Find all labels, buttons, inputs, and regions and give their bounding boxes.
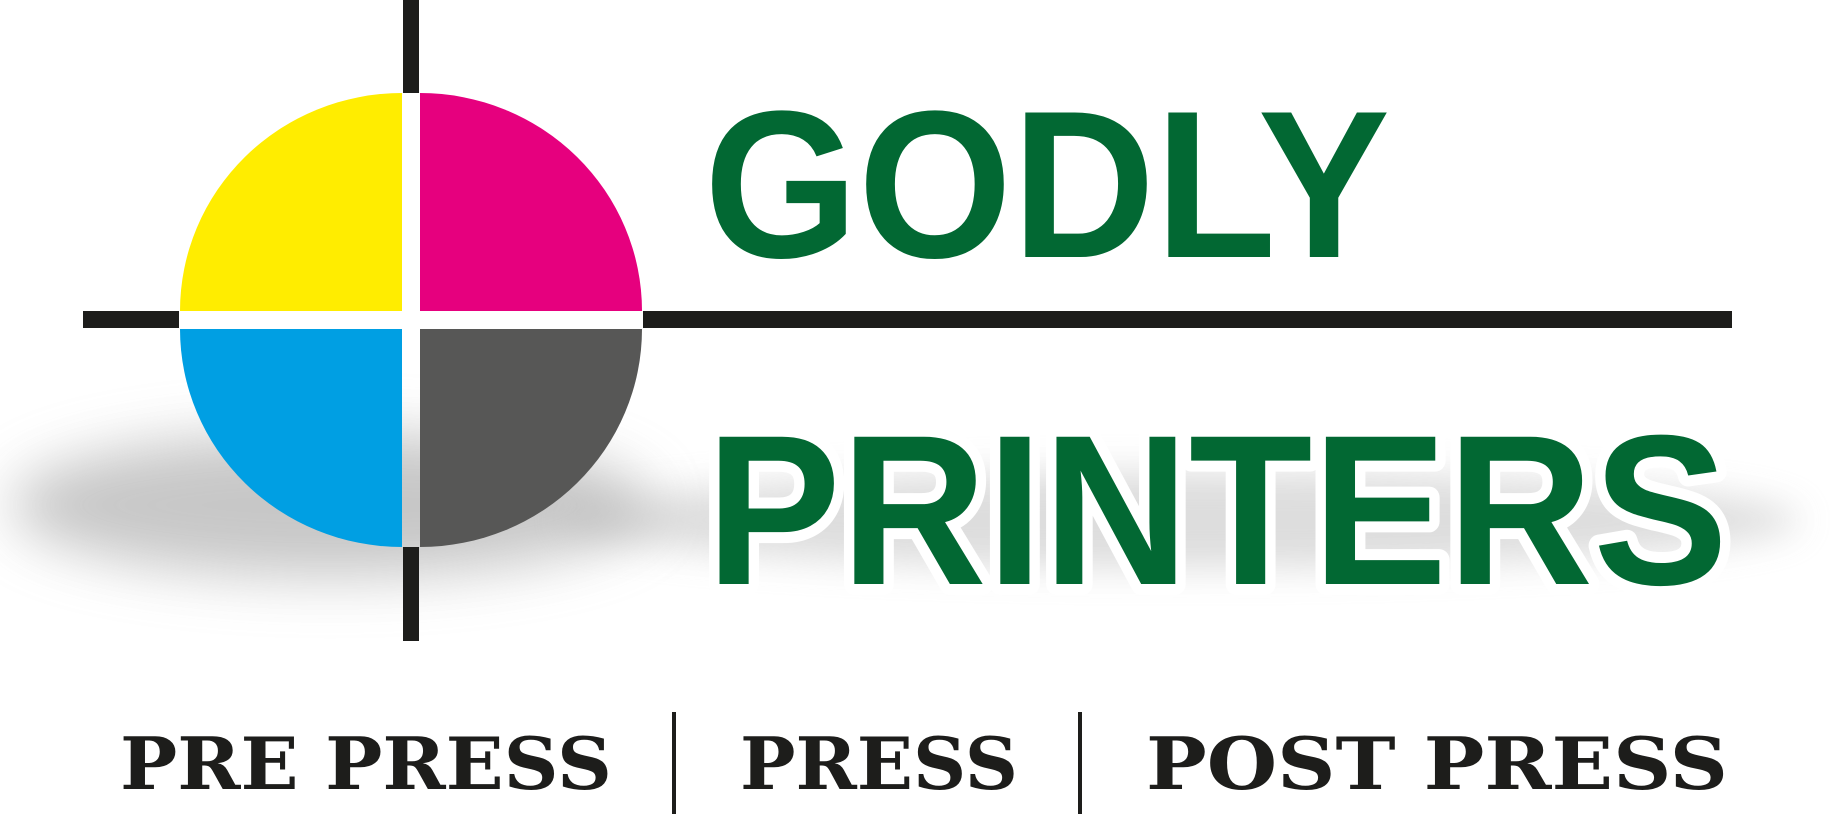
crosshair-left bbox=[83, 311, 179, 328]
cmyk-registration-mark-icon bbox=[83, 0, 1732, 641]
tagline-divider bbox=[1078, 712, 1082, 814]
cyan-quadrant bbox=[180, 329, 402, 547]
tagline-divider bbox=[672, 712, 676, 814]
crosshair-bottom bbox=[403, 547, 419, 641]
tagline-press: PRESS bbox=[740, 721, 1018, 806]
crosshair-right-rule bbox=[643, 311, 1732, 328]
yellow-quadrant bbox=[180, 93, 402, 311]
black-quadrant bbox=[420, 329, 642, 547]
brand-name-line-1: GODLY bbox=[704, 67, 1390, 302]
crosshair-top bbox=[403, 0, 419, 93]
brand-name-line-2-outline: PRINTERS bbox=[706, 391, 1728, 630]
brand-name-line-2: PRINTERS bbox=[706, 391, 1728, 630]
magenta-quadrant bbox=[420, 93, 642, 311]
tagline: PRE PRESS PRESS POST PRESS bbox=[120, 712, 1728, 814]
tagline-post-press: POST PRESS bbox=[1146, 721, 1728, 806]
tagline-pre-press: PRE PRESS bbox=[120, 721, 612, 806]
